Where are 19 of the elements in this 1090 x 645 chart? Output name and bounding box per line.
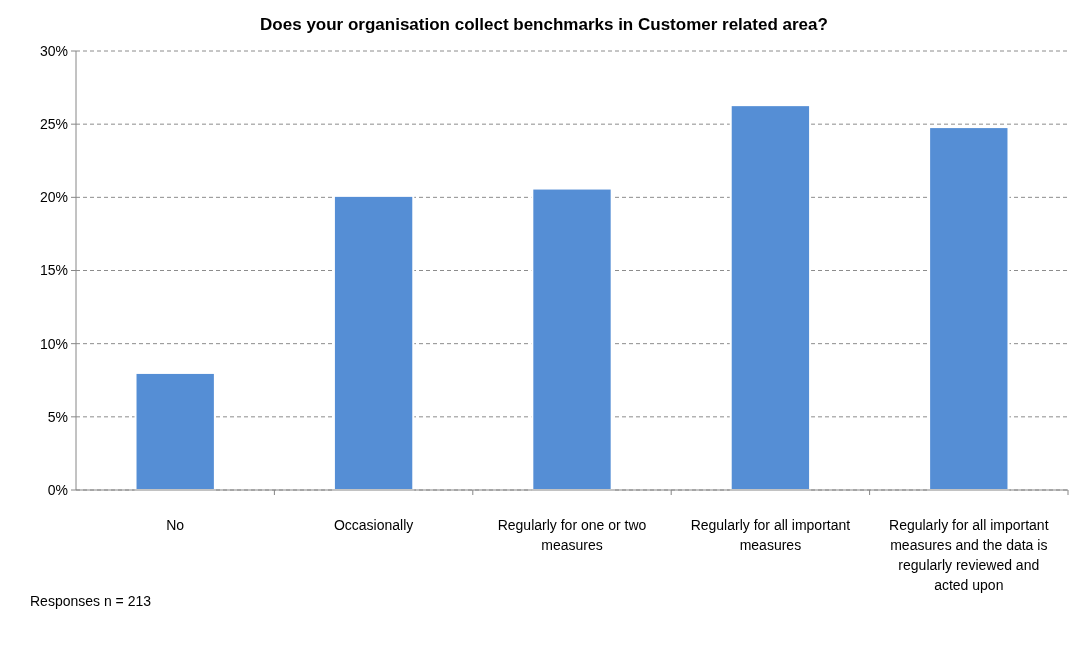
y-tick-label: 5% xyxy=(47,408,68,425)
bar xyxy=(332,194,415,491)
bar xyxy=(531,187,613,491)
text: Responses n = 213 xyxy=(30,593,152,609)
x-tick-label: No xyxy=(166,517,185,533)
x-tick-label: Occasionally xyxy=(333,517,414,533)
y-tick-label: 0% xyxy=(47,481,68,498)
x-tick-label: Regularly for one or two measures xyxy=(497,517,647,553)
x-tick-label: Regularly for all important measures and the data is regularly reviewed and acted upon xyxy=(889,517,1049,593)
x-tick-label: Regularly for all important measures xyxy=(690,517,851,553)
y-tick-label: 25% xyxy=(39,116,68,133)
bar xyxy=(729,104,812,491)
chart-title: Does your organisation collect benchmarks in Customer related area? xyxy=(260,15,828,34)
y-tick-label: 15% xyxy=(39,262,68,279)
y-tick-label: 20% xyxy=(39,189,68,206)
y-tick-label: 30% xyxy=(39,42,68,59)
y-tick-label: 10% xyxy=(39,335,68,352)
bar xyxy=(134,371,216,491)
bar xyxy=(928,126,1010,491)
